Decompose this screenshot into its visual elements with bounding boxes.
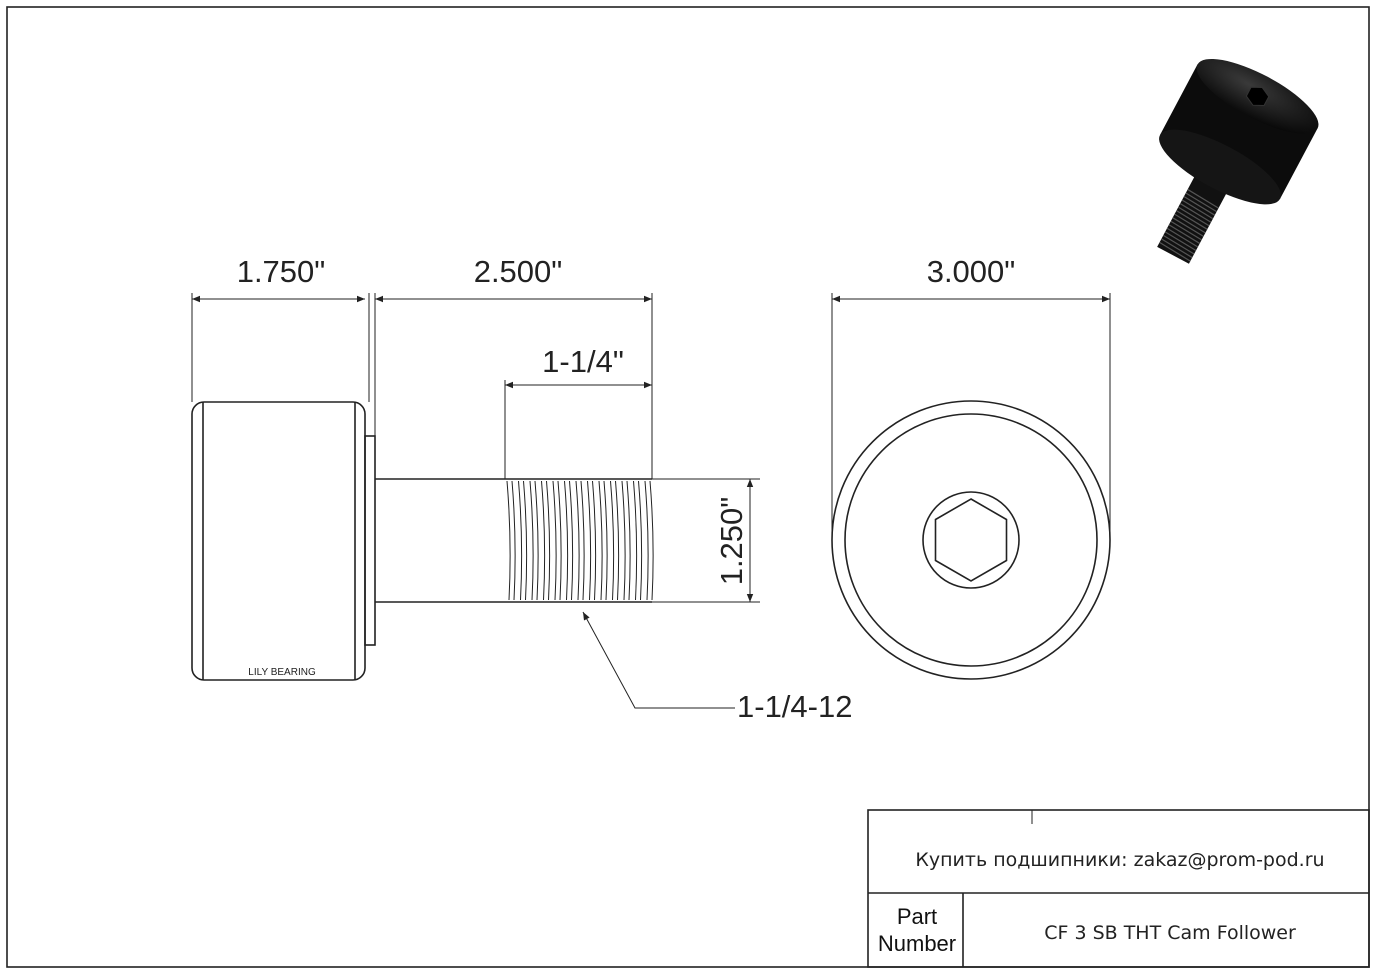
thread-line	[529, 480, 539, 601]
thread-ridge	[1174, 213, 1206, 234]
thread-callout: 1-1/4-12	[582, 611, 852, 724]
thread-ridge	[1183, 195, 1216, 216]
front-view	[831, 400, 1111, 680]
thread-ridge	[1177, 206, 1210, 227]
thread-line	[633, 480, 643, 601]
dimension-label: 1.750"	[237, 254, 326, 289]
dimension-label: 3.000"	[927, 254, 1016, 289]
side-view: LILY BEARING	[191, 401, 654, 681]
roller-outline	[191, 401, 366, 681]
thread-ridge	[1162, 234, 1195, 255]
part-label: Part	[897, 904, 937, 929]
thread-ridge	[1187, 188, 1219, 209]
thread-ridge	[1176, 210, 1208, 230]
dimension-overall-length: 2.500"	[374, 254, 653, 479]
title-block: Купить подшипники: zakaz@prom-pod.ru Par…	[867, 809, 1370, 968]
dimension-roller-width: 1.750"	[191, 254, 370, 402]
dimension-label: 2.500"	[474, 254, 563, 289]
thread-ridge	[1172, 217, 1204, 237]
dimension-label: 1.250"	[714, 497, 749, 586]
thread-ridge	[1168, 224, 1201, 244]
thread-line	[610, 480, 620, 601]
thread-line	[552, 480, 562, 601]
dimension-thread-length: 1-1/4"	[504, 344, 652, 479]
thread-line	[564, 480, 574, 601]
number-label: Number	[878, 931, 956, 956]
thread-line	[621, 480, 631, 601]
sheet-border	[6, 6, 1370, 968]
dimension-label: 1-1/4"	[542, 344, 624, 379]
thread-line	[598, 480, 608, 601]
thread-line	[506, 480, 516, 601]
thread-ridge	[1179, 203, 1212, 223]
thread-ridge	[1164, 231, 1197, 252]
thread-ridge	[1181, 199, 1214, 220]
thread-ridge	[1166, 227, 1199, 248]
thread-ridge	[1159, 241, 1191, 262]
flange	[364, 435, 376, 646]
buy-contact-text: Купить подшипники: zakaz@prom-pod.ru	[915, 849, 1324, 871]
hex-socket-icon	[934, 498, 1008, 582]
dimension-roller-diameter: 3.000"	[831, 254, 1111, 540]
thread-line	[541, 480, 551, 601]
thread-spec-label: 1-1/4-12	[737, 689, 852, 724]
thread-line	[587, 480, 597, 601]
thread-line	[575, 480, 585, 601]
thread-region	[506, 480, 654, 601]
cam-follower-3d-image	[1157, 58, 1319, 264]
brand-marking: LILY BEARING	[248, 667, 316, 678]
thread-ridge	[1185, 192, 1217, 213]
thread-line	[518, 480, 528, 601]
thread-line	[644, 480, 654, 601]
thread-ridge	[1161, 238, 1193, 259]
thread-ridge	[1170, 220, 1202, 241]
part-number-value: CF 3 SB THT Cam Follower	[1044, 922, 1296, 944]
dimension-stud-diameter: 1.250"	[652, 478, 760, 603]
